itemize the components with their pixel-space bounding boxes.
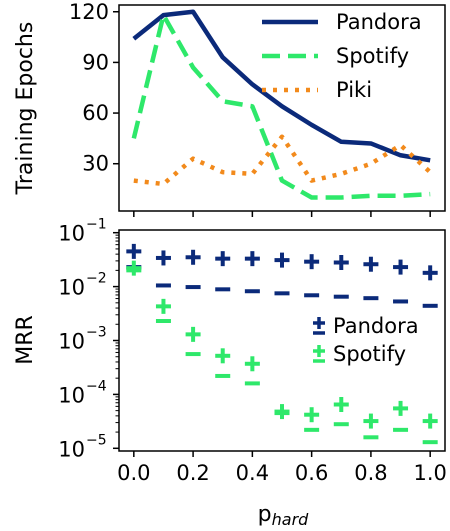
marker-high-pandora [274,252,290,268]
marker-high-spotify [126,260,142,276]
mrr-y-tick-exponent: −1 [86,217,107,233]
marker-high-pandora [333,254,349,270]
epochs-panel: 30 60 90 120 Pandora Spotify Piki Training Ep… [13,0,446,217]
legend-label-spotify: Spotify [333,342,406,366]
marker-high-spotify [422,413,438,429]
legend-swatch-spotify [313,345,325,363]
series-line-piki [133,134,432,187]
x-tick-label: 1.0 [413,461,446,485]
legend-label-pandora: Pandora [333,314,419,338]
mrr-panel: 10−110−210−310−410−5 0.0 0.2 0.4 0.6 0.8 1.0 … [13,217,447,485]
marker-high-spotify [155,298,171,314]
marker-high-spotify [274,404,290,420]
epochs-legend: Pandora Spotify Piki [262,10,422,102]
marker-high-spotify [304,407,320,423]
marker-high-pandora [185,249,201,265]
mrr-y-tick-base: 10 [58,383,85,407]
legend-label-piki: Piki [336,78,372,102]
epochs-y-tick-label: 120 [69,0,109,24]
mrr-y-tick-base: 10 [58,437,85,461]
epochs-plot-frame [118,4,446,212]
legend-label-spotify: Spotify [336,44,409,68]
mrr-y-tick-exponent: −4 [86,378,107,394]
marker-high-pandora [422,265,438,281]
marker-high-pandora [304,254,320,270]
mrr-y-tick-exponent: −3 [86,325,107,341]
series-line-spotify [131,12,431,200]
mrr-y-tick-base: 10 [58,330,85,354]
marker-high-spotify [363,413,379,429]
marker-high-spotify [333,396,349,412]
x-axis-label-subscript: hard [272,510,310,529]
mrr-y-tick-exponent: −5 [86,432,107,448]
x-tick-label: 0.6 [295,461,328,485]
epochs-y-tick-label: 90 [82,50,109,74]
marker-high-pandora [363,256,379,272]
x-axis-label-base: p [258,502,272,527]
marker-high-spotify [244,356,260,372]
epochs-y-tick-label: 60 [82,101,109,125]
mrr-y-tick-base: 10 [58,276,85,300]
legend-swatch-pandora [313,317,325,335]
x-tick-label: 0.0 [117,461,150,485]
marker-high-pandora [126,243,142,259]
epochs-y-axis-label: Training Epochs [13,22,38,196]
marker-high-pandora [215,251,231,267]
x-tick-label: 0.8 [354,461,387,485]
x-tick-label: 0.4 [236,461,269,485]
mrr-legend: Pandora Spotify [313,314,419,366]
mrr-y-tick-exponent: −2 [86,271,107,287]
series-line-pandora [132,9,431,163]
marker-high-spotify [215,348,231,364]
marker-high-spotify [393,400,409,416]
mrr-y-tick-base: 10 [58,222,85,246]
marker-high-pandora [155,250,171,266]
legend-label-pandora: Pandora [336,10,422,34]
mrr-y-axis-label: MRR [13,315,38,365]
marker-high-pandora [393,259,409,275]
x-tick-label: 0.2 [176,461,209,485]
x-axis-label: phard [258,502,309,529]
epochs-y-tick-label: 30 [82,152,109,176]
marker-high-pandora [244,251,260,267]
marker-high-spotify [185,326,201,342]
